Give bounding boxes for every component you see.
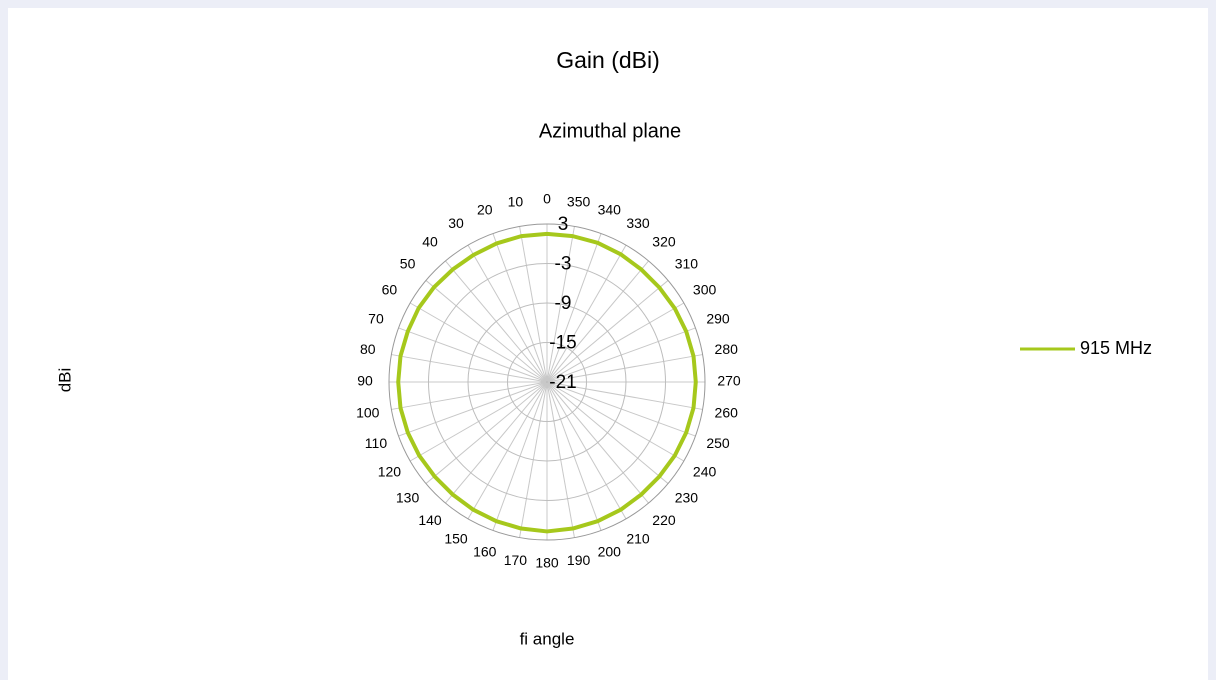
r-tick-label: -3 [555,254,572,275]
angle-label: 80 [360,341,376,357]
angle-label: 10 [508,193,524,209]
angle-label: 30 [448,215,464,231]
ring-grid-line [507,342,587,422]
angle-label: 130 [396,490,420,506]
angle-label: 220 [652,512,676,528]
angle-label: 50 [400,256,416,272]
angle-label: 270 [717,373,741,389]
angle-label: 0 [543,191,551,207]
angle-label: 260 [715,404,739,420]
angle-label: 230 [675,490,699,506]
r-tick-label: -15 [549,333,576,354]
angle-label: 140 [418,512,442,528]
series-line [396,231,698,534]
angle-label: 350 [567,193,591,209]
angle-label: 120 [378,464,402,480]
angle-label: 190 [567,552,591,568]
angle-label: 150 [444,530,468,546]
r-tick-label: 3 [558,214,569,235]
angle-label: 210 [626,530,650,546]
angle-label: 160 [473,544,497,560]
angle-label: 60 [382,282,398,298]
chart-panel [8,8,1208,680]
r-tick-label: -9 [555,293,572,314]
angle-label: 340 [598,202,622,218]
ring-grid-line [467,302,627,462]
angle-label: 300 [693,282,717,298]
angle-label: 310 [675,256,699,272]
ring-grid-line [428,263,666,501]
angle-label: 280 [715,341,739,357]
chart-title: Gain (dBi) [556,47,660,73]
angle-label: 90 [357,373,373,389]
angle-label: 180 [535,555,559,571]
angle-label: 100 [356,404,380,420]
ring-grid-line [388,223,706,541]
angle-label: 330 [626,215,650,231]
angle-label: 200 [598,544,622,560]
angle-label: 170 [504,552,528,568]
chart-subtitle: Azimuthal plane [539,120,681,142]
legend-label: 915 MHz [1080,338,1152,358]
angle-label: 70 [368,310,384,326]
angle-label: 290 [706,310,730,326]
x-axis-label: fi angle [520,629,575,648]
angle-label: 250 [706,435,730,451]
r-tick-label: -21 [549,372,576,393]
angle-label: 110 [365,435,388,451]
angle-label: 20 [477,202,493,218]
angle-label: 240 [693,464,717,480]
ring-grid-line [546,381,548,383]
angle-label: 40 [422,233,438,249]
y-axis-label: dBi [55,368,74,393]
angle-label: 320 [652,233,676,249]
